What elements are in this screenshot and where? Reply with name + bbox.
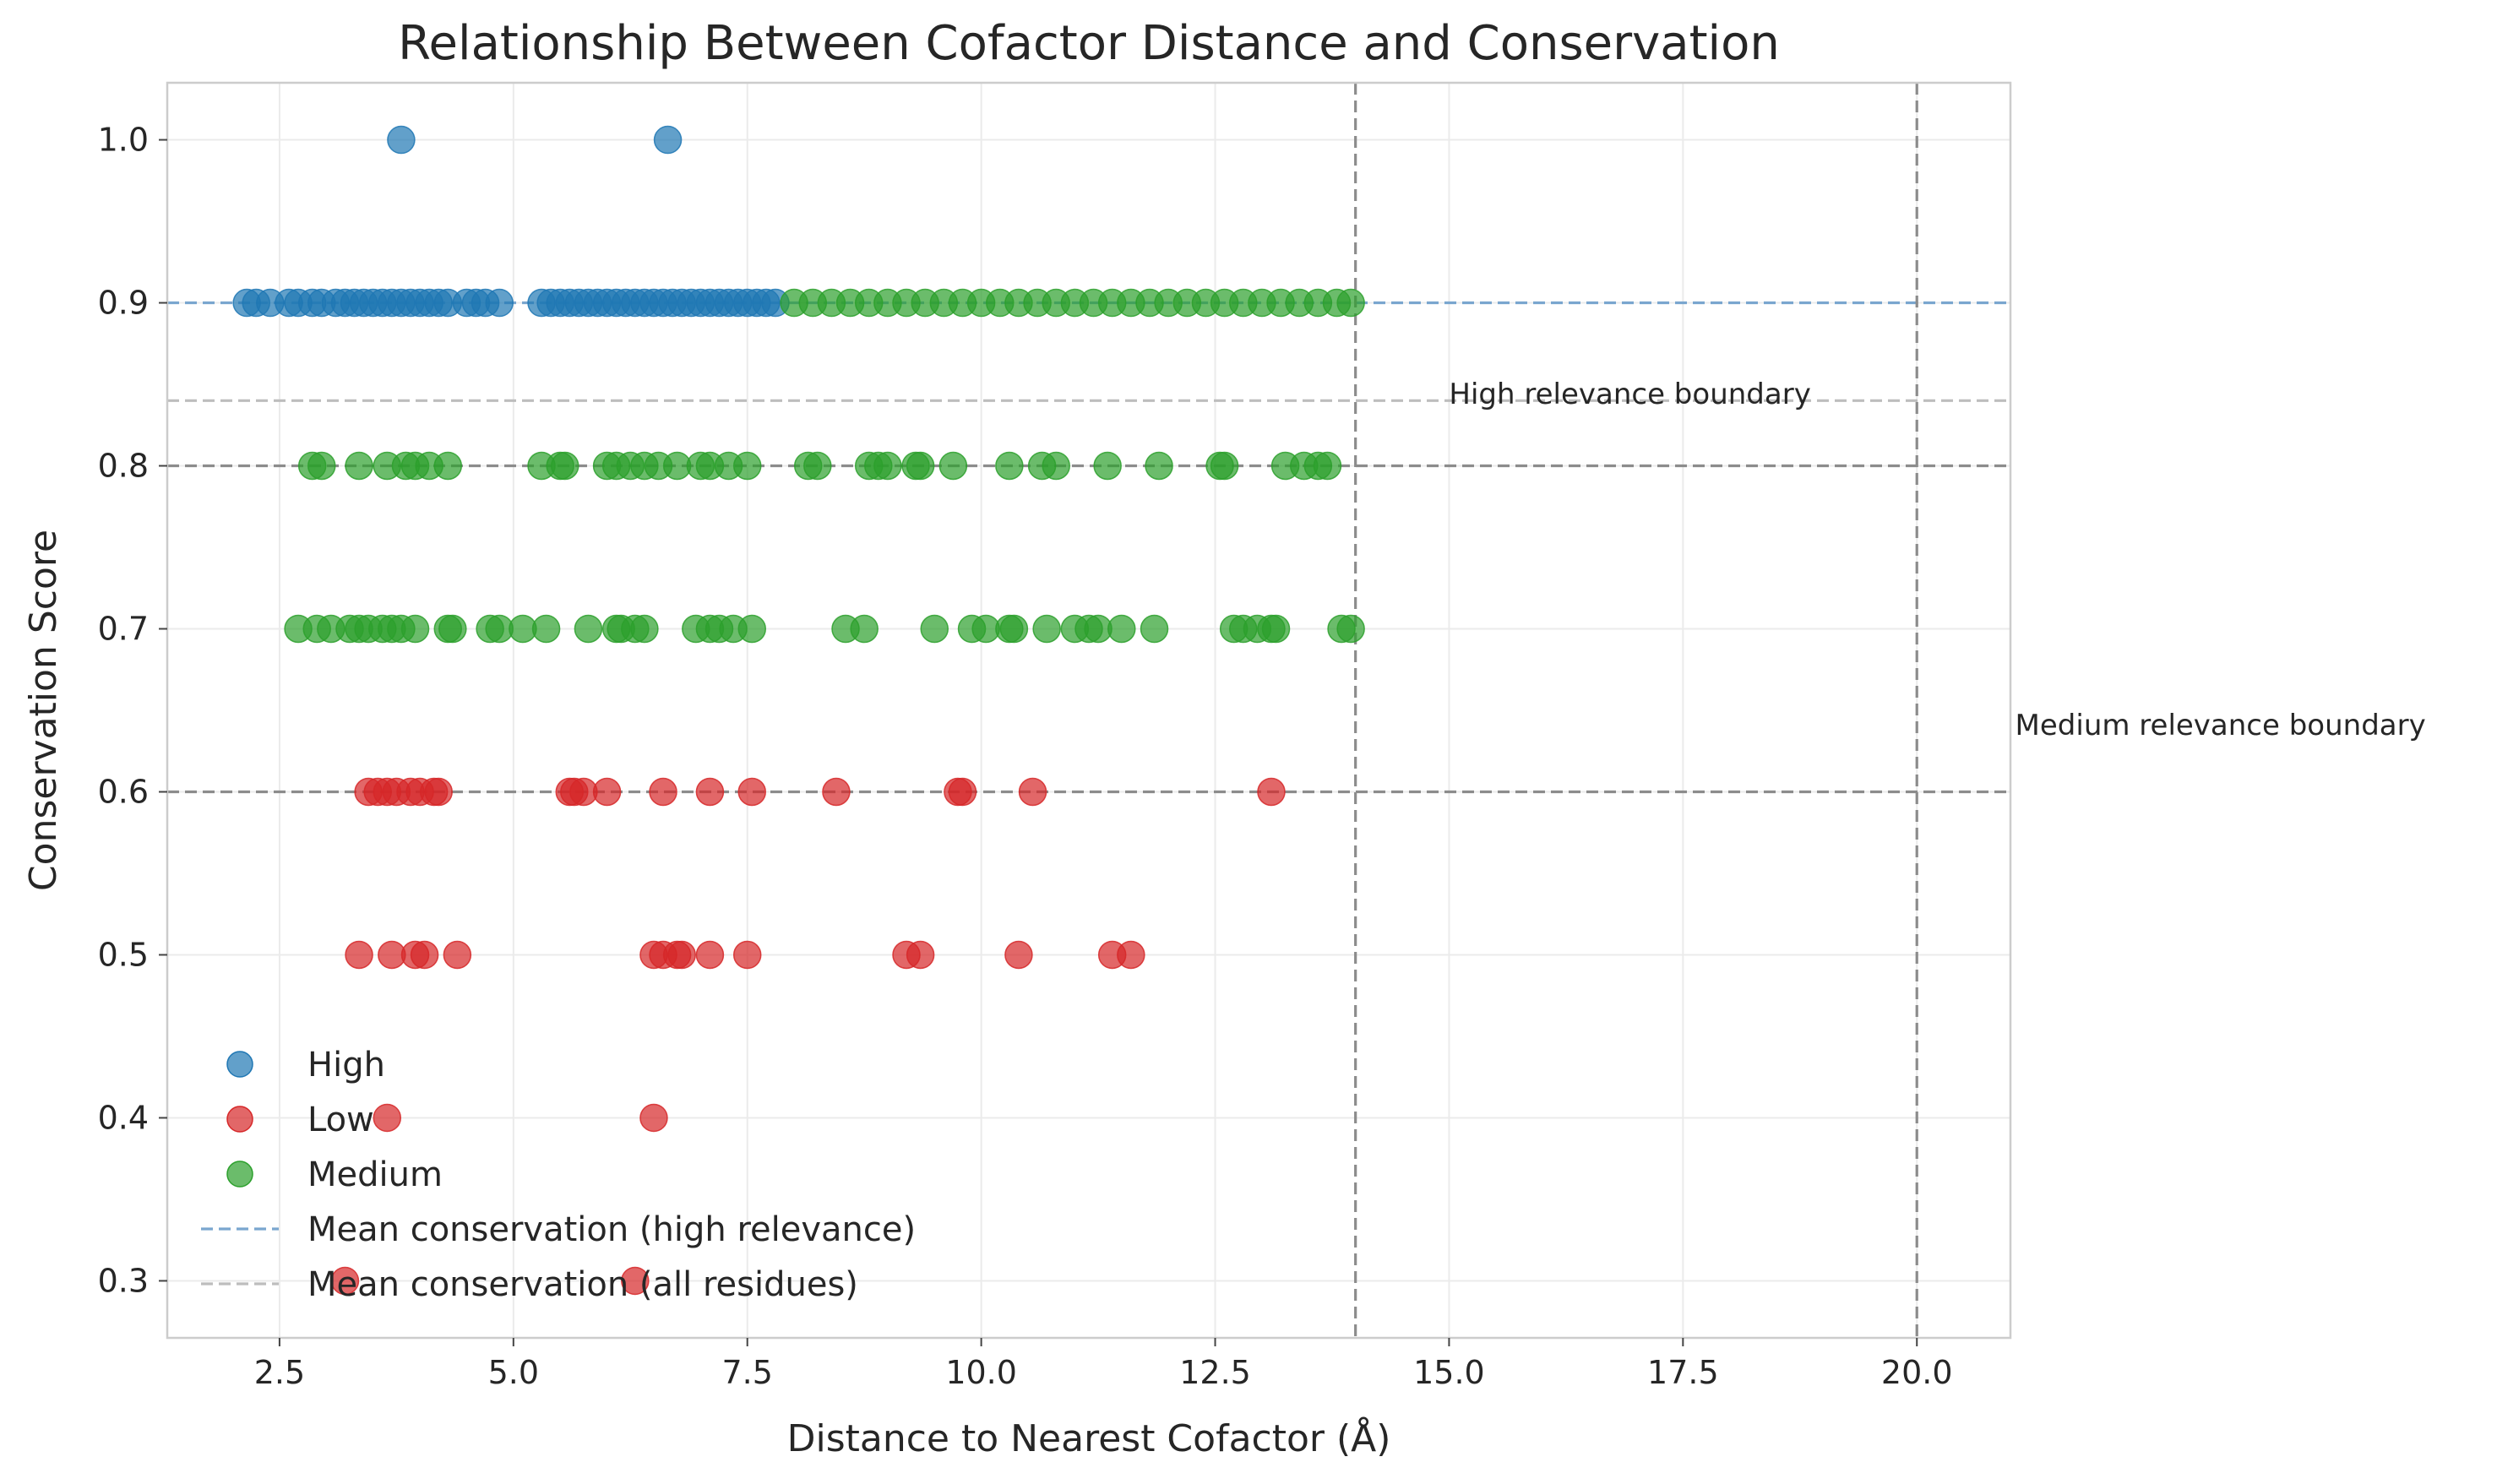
data-point-medium: [999, 614, 1029, 644]
data-point-medium: [1032, 614, 1061, 644]
y-tick-label: 0.3: [98, 1262, 149, 1299]
annotation-label: Medium relevance boundary: [2016, 709, 2426, 742]
chart-title: Relationship Between Cofactor Distance a…: [398, 16, 1780, 71]
y-tick-label: 0.8: [98, 448, 149, 485]
y-tick-label: 0.4: [98, 1099, 149, 1136]
x-axis-label: Distance to Nearest Cofactor (Å): [787, 1416, 1391, 1460]
plot-frame: [166, 81, 2012, 1340]
data-point-medium: [550, 451, 579, 481]
x-axis-ticks: 2.5 5.0 7.5 10.0 12.5 15.0 17.5 20.0: [254, 1338, 1953, 1391]
x-tick-label: 7.5: [722, 1354, 773, 1391]
data-point-medium: [803, 451, 832, 481]
data-point-low: [948, 777, 977, 807]
data-point-high: [485, 288, 514, 318]
x-tick-label: 12.5: [1179, 1354, 1251, 1391]
data-point-medium: [1107, 614, 1136, 644]
data-point-low: [737, 777, 767, 807]
data-point-low: [639, 1103, 668, 1133]
data-point-low: [667, 940, 696, 970]
y-tick-label: 1.0: [98, 122, 149, 159]
data-point-medium: [906, 451, 935, 481]
data-point-low: [822, 777, 851, 807]
x-tick-label: 5.0: [488, 1354, 539, 1391]
legend-label: Mean conservation (all residues): [307, 1265, 858, 1304]
data-point-low: [373, 1103, 402, 1133]
data-point-medium: [873, 451, 902, 481]
data-point-medium: [1336, 288, 1365, 318]
data-point-medium: [438, 614, 467, 644]
y-axis-label: Conservation Score: [22, 530, 65, 891]
data-point-medium: [345, 451, 373, 481]
data-point-medium: [1261, 614, 1291, 644]
data-point-medium: [737, 614, 767, 644]
data-points: [232, 125, 1365, 1296]
data-point-low: [1004, 940, 1033, 970]
data-point-medium: [630, 614, 659, 644]
data-point-low: [906, 940, 935, 970]
data-point-low: [1257, 777, 1286, 807]
y-tick-label: 0.7: [98, 611, 149, 648]
data-point-low: [732, 940, 762, 970]
data-point-medium: [1145, 451, 1173, 481]
legend-marker: [226, 1051, 253, 1078]
data-point-low: [424, 777, 453, 807]
data-point-medium: [732, 451, 762, 481]
data-point-low: [1018, 777, 1047, 807]
data-point-medium: [938, 451, 968, 481]
data-point-low: [695, 940, 725, 970]
legend-label: Medium: [307, 1155, 443, 1194]
x-tick-label: 2.5: [254, 1354, 305, 1391]
y-axis-ticks: 0.3 0.4 0.5 0.6 0.7 0.8 0.9 1.0: [98, 122, 167, 1299]
data-point-low: [592, 777, 622, 807]
data-point-medium: [1093, 451, 1122, 481]
data-point-low: [1117, 940, 1145, 970]
data-point-medium: [1042, 451, 1070, 481]
data-point-medium: [574, 614, 603, 644]
data-point-medium: [920, 614, 949, 644]
x-tick-label: 20.0: [1881, 1354, 1953, 1391]
data-point-low: [695, 777, 725, 807]
data-point-medium: [1140, 614, 1169, 644]
legend-marker: [226, 1106, 253, 1133]
legend-label: Mean conservation (high relevance): [307, 1210, 916, 1249]
data-point-medium: [433, 451, 463, 481]
data-point-low: [621, 1266, 650, 1296]
data-point-low: [443, 940, 472, 970]
data-point-medium: [307, 451, 336, 481]
data-point-medium: [531, 614, 561, 644]
legend-label: Low: [307, 1101, 374, 1139]
legend: High Low Medium Mean conservation (high rel…: [201, 1046, 916, 1304]
y-tick-label: 0.5: [98, 936, 149, 973]
data-point-medium: [995, 451, 1024, 481]
data-point-high: [387, 125, 416, 155]
data-point-medium: [400, 614, 430, 644]
y-tick-label: 0.9: [98, 285, 149, 322]
legend-label: High: [307, 1046, 385, 1084]
y-tick-label: 0.6: [98, 773, 149, 810]
data-point-low: [410, 940, 439, 970]
data-point-low: [330, 1266, 360, 1296]
x-tick-label: 17.5: [1647, 1354, 1719, 1391]
data-point-high: [653, 125, 683, 155]
annotation-label: High relevance boundary: [1449, 378, 1810, 411]
data-point-medium: [1313, 451, 1342, 481]
data-point-medium: [850, 614, 879, 644]
annotations: High relevance boundary Medium relevance …: [1449, 378, 2425, 742]
x-tick-label: 15.0: [1413, 1354, 1485, 1391]
data-point-medium: [1336, 614, 1365, 644]
legend-marker: [226, 1161, 253, 1188]
data-point-low: [345, 940, 373, 970]
data-point-low: [649, 777, 677, 807]
x-tick-label: 10.0: [945, 1354, 1017, 1391]
data-point-medium: [1210, 451, 1239, 481]
